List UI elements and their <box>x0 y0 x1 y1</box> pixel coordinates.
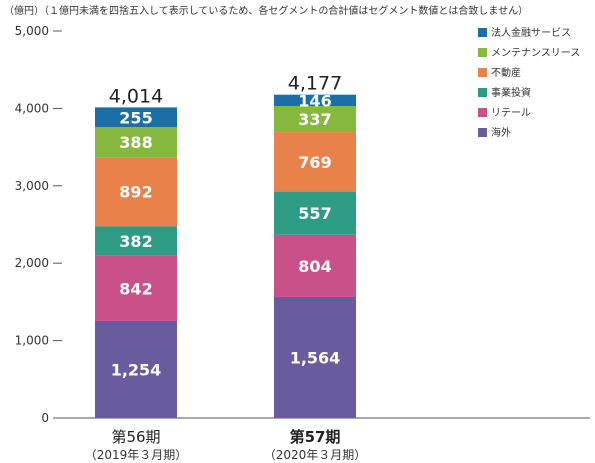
legend-label: 海外 <box>491 126 511 139</box>
y-axis: 0 1,000 2,000 3,000 4,000 5,000 <box>15 24 590 425</box>
y-tick-label: 4,000 <box>15 101 49 115</box>
segment-value-label: 1,254 <box>111 360 162 379</box>
legend-label: リテール <box>491 108 531 119</box>
y-tick-label: 2,000 <box>15 256 49 270</box>
bar-segment <box>95 157 177 227</box>
category-labels: 第56期 （2019年３月期） 第57期 （2020年３月期） <box>85 428 367 462</box>
legend-swatch <box>478 68 487 77</box>
bar-segment <box>95 107 177 128</box>
segment-value-label: 146 <box>298 91 331 110</box>
bar-segment <box>95 127 177 158</box>
bar-segment <box>274 191 356 235</box>
segment-value-label: 255 <box>119 108 152 127</box>
y-tick-label: 5,000 <box>15 24 49 38</box>
legend-label: 法人金融サービス <box>491 26 571 39</box>
segment-value-label: 804 <box>298 257 331 276</box>
legend-swatch <box>478 108 487 117</box>
legend-swatch <box>478 128 487 137</box>
bar-segment <box>95 226 177 256</box>
segment-value-label: 1,564 <box>290 348 341 367</box>
bar-segment <box>274 94 356 107</box>
segment-value-label: 892 <box>119 183 152 202</box>
total-value-label: 4,177 <box>288 73 342 95</box>
category-label: 第57期 <box>290 428 341 446</box>
bars <box>95 94 356 418</box>
category-label: 第56期 <box>111 428 160 446</box>
category-sublabel: （2020年３月期） <box>264 448 367 462</box>
bar-segment <box>274 234 356 297</box>
segment-value-label: 388 <box>119 133 152 152</box>
segment-value-label: 557 <box>298 204 331 223</box>
legend-swatch <box>478 48 487 57</box>
segment-value-label: 842 <box>119 279 152 298</box>
segment-value-label: 382 <box>119 232 152 251</box>
bar-segment <box>95 320 177 418</box>
y-tick-label: 1,000 <box>15 334 49 348</box>
legend-label: メンテナンスリース <box>491 47 580 59</box>
bar-segment <box>274 132 356 192</box>
legend-label: 不動産 <box>491 66 521 79</box>
y-tick-label: 0 <box>41 411 49 425</box>
legend-label: 事業投資 <box>491 86 531 99</box>
legend-swatch <box>478 88 487 97</box>
category-sublabel: （2019年３月期） <box>85 448 188 462</box>
bar-segment <box>274 106 356 133</box>
legend-swatch <box>478 28 487 37</box>
total-value-label: 4,014 <box>109 85 163 107</box>
segment-value-label: 769 <box>298 153 331 172</box>
segment-value-label: 337 <box>298 110 331 129</box>
y-tick-label: 3,000 <box>15 179 49 193</box>
chart-note: （億円）（１億円未満を四捨五入して表示しているため、各セグメントの合計値はセグメ… <box>4 4 528 17</box>
bar-segment <box>95 255 177 321</box>
bar-segment <box>274 296 356 418</box>
